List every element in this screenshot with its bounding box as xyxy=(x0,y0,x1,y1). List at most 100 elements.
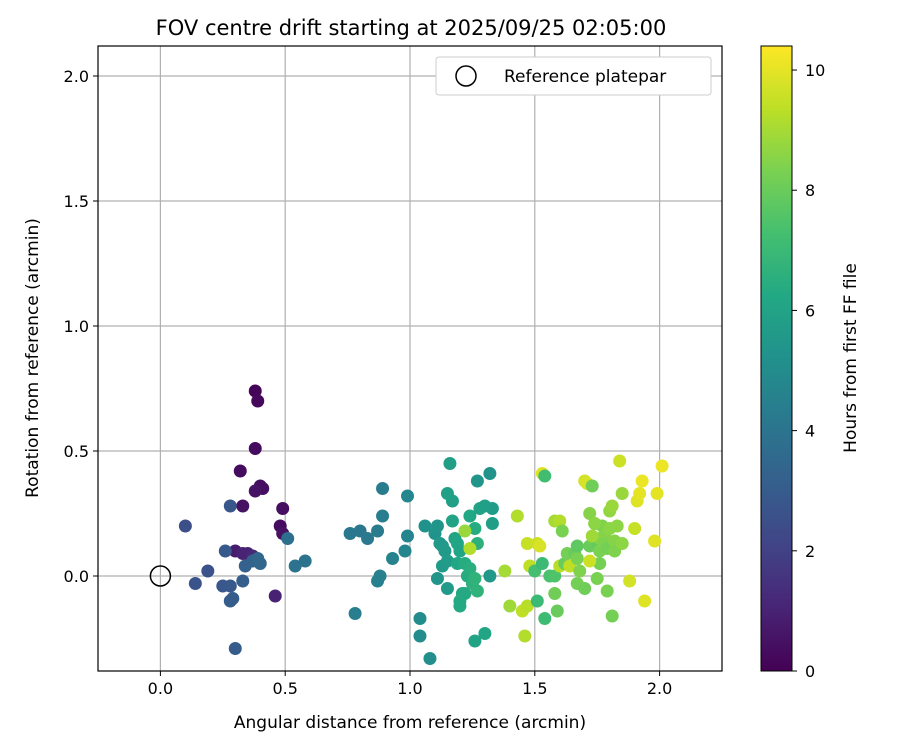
data-point xyxy=(485,517,499,530)
data-point xyxy=(548,587,562,600)
data-point xyxy=(468,572,482,585)
y-axis-label: Rotation from reference (arcmin) xyxy=(23,218,43,498)
data-point xyxy=(605,609,619,623)
data-point xyxy=(468,634,482,648)
data-point xyxy=(223,579,237,593)
data-point xyxy=(530,594,544,608)
data-point xyxy=(386,552,400,565)
data-point xyxy=(268,589,282,603)
data-point xyxy=(518,629,532,643)
data-point xyxy=(605,499,619,513)
data-point xyxy=(248,442,262,455)
data-point xyxy=(478,499,492,513)
colorbar-gradient xyxy=(760,45,793,672)
y-tick-label: 2.0 xyxy=(64,67,89,86)
x-tick-label: 0.5 xyxy=(272,679,297,698)
data-point xyxy=(463,562,477,575)
data-point xyxy=(550,604,564,618)
data-point xyxy=(623,574,637,588)
legend-marker xyxy=(455,65,477,87)
data-point xyxy=(276,502,290,515)
data-point xyxy=(253,557,267,570)
data-point xyxy=(610,519,624,533)
data-point xyxy=(361,532,375,545)
y-tick-label: 1.0 xyxy=(64,317,89,336)
data-point xyxy=(458,587,472,600)
data-point xyxy=(248,484,262,498)
data-point xyxy=(590,572,604,585)
data-point xyxy=(413,629,427,643)
colorbar-tick-label: 8 xyxy=(805,181,815,200)
y-tick-label: 0.0 xyxy=(64,567,89,586)
data-point xyxy=(248,384,262,398)
colorbar-tick-label: 4 xyxy=(805,422,815,441)
data-point xyxy=(520,537,534,550)
data-point xyxy=(478,627,492,640)
data-point xyxy=(438,544,452,558)
data-point xyxy=(223,499,237,513)
data-point xyxy=(418,519,432,533)
data-point xyxy=(593,557,607,570)
data-point xyxy=(445,494,459,508)
data-point xyxy=(570,552,584,565)
colorbar-tick-label: 2 xyxy=(805,542,815,561)
data-point xyxy=(600,584,614,598)
data-point xyxy=(498,564,512,578)
data-point xyxy=(583,554,597,568)
data-point xyxy=(440,582,454,595)
data-point xyxy=(343,527,357,540)
data-point xyxy=(588,517,602,530)
data-point xyxy=(520,599,534,613)
data-point xyxy=(371,524,385,538)
data-point xyxy=(573,564,587,578)
colorbar-tick-label: 0 xyxy=(805,662,815,681)
data-point xyxy=(251,394,265,408)
plot-area xyxy=(97,45,723,672)
data-point xyxy=(468,522,482,535)
colorbar-label: Hours from first FF file xyxy=(841,263,861,453)
data-point xyxy=(228,642,242,655)
data-point xyxy=(430,572,444,585)
data-point xyxy=(188,577,202,590)
data-point xyxy=(650,487,664,500)
data-point xyxy=(553,514,567,528)
x-tick-label: 0.0 xyxy=(148,679,173,698)
data-point xyxy=(178,519,192,533)
data-point xyxy=(430,519,444,533)
data-point xyxy=(470,584,484,598)
data-point xyxy=(483,467,497,480)
colorbar-tick-label: 10 xyxy=(805,61,825,80)
data-point xyxy=(648,534,662,548)
data-point xyxy=(535,557,549,570)
data-point xyxy=(440,554,454,568)
data-point xyxy=(218,544,232,558)
scatter-points xyxy=(178,384,669,665)
data-point xyxy=(470,474,484,488)
data-point xyxy=(583,507,597,520)
data-point xyxy=(613,454,627,468)
data-point xyxy=(281,532,295,545)
x-axis-ticks: 0.0 0.5 1.0 1.5 2.0 xyxy=(148,671,672,698)
data-point xyxy=(298,554,312,568)
data-point xyxy=(503,599,517,613)
data-point xyxy=(201,564,215,578)
data-point xyxy=(236,574,250,588)
data-point xyxy=(548,569,562,583)
data-point xyxy=(483,569,497,583)
data-point xyxy=(348,607,362,620)
y-tick-label: 1.5 xyxy=(64,192,89,211)
x-tick-label: 1.0 xyxy=(397,679,422,698)
data-point xyxy=(628,522,642,535)
data-point xyxy=(635,474,649,488)
data-point xyxy=(585,529,599,543)
x-tick-label: 2.0 xyxy=(647,679,672,698)
data-point xyxy=(538,612,552,625)
data-point xyxy=(585,479,599,493)
chart-title: FOV centre drift starting at 2025/09/25 … xyxy=(156,16,667,40)
data-point xyxy=(615,487,629,500)
legend-label: Reference platepar xyxy=(504,67,666,87)
colorbar-tick-label: 6 xyxy=(805,301,815,320)
data-point xyxy=(423,652,437,665)
data-point xyxy=(443,457,457,470)
data-point xyxy=(638,594,652,608)
